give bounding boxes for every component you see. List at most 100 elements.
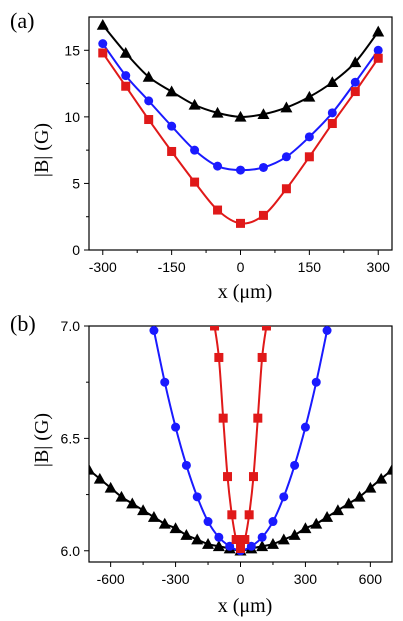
panel-a-series-square-point	[304, 152, 314, 162]
panel-b-series-circle-point	[290, 460, 300, 470]
panel-b-series-triangle-point	[375, 472, 388, 484]
panel-b-ytick-label: 7.0	[61, 318, 81, 334]
panel-b-series-square-point	[214, 352, 224, 362]
panel-b-ytick-label: 6.5	[61, 430, 81, 446]
panel-b-series-triangle-point	[321, 511, 334, 522]
panel-b-series-square-point	[244, 510, 254, 520]
panel-b-series-triangle-point	[202, 538, 215, 549]
panel-a-series-square-point	[236, 218, 245, 228]
panel-a-series-square-point	[327, 119, 337, 129]
panel-a-xtick-label: 0	[237, 259, 245, 275]
panel-a-series-circle-line	[101, 43, 380, 172]
panel-b-series-square-point	[236, 544, 245, 554]
panel-b-xtick-label: 300	[294, 571, 318, 587]
panel-b-series-triangle-point	[342, 497, 355, 509]
panel-a-series-circle-point	[281, 152, 291, 162]
panel-a-series-square-point	[167, 146, 177, 156]
panel-b-series-circle-point	[279, 492, 289, 502]
panel-b-plot: -600 -300 0 300 600 6.0 6.5 7.0	[61, 318, 393, 587]
panel-a-series-circle-point	[304, 132, 314, 142]
panel-b-series-triangle-point	[137, 504, 150, 516]
panel-a-series-square-point	[281, 184, 291, 194]
panel-b-frame	[88, 325, 393, 563]
panel-b-series-circle-point	[171, 422, 181, 432]
panel-b-series-square-point	[218, 413, 228, 423]
panel-a: (a) |B| (G) x (μm) -300 -150 0 150 300 0 5 10 15	[10, 8, 393, 303]
panel-a-series-square-point	[258, 210, 268, 220]
panel-a-series-circle-point	[190, 145, 200, 155]
panel-b-series-circle-point	[322, 326, 332, 335]
panel-a-series-circle-point	[167, 121, 177, 131]
panel-b-series-square-point	[210, 326, 220, 331]
panel-b-series-circle-point	[300, 422, 310, 432]
panel-b-xtick-label: 0	[237, 571, 245, 587]
panel-b-series-triangle-point	[180, 529, 193, 540]
panel-a-series-circle-point	[258, 162, 268, 172]
panel-b-series-square-point	[257, 352, 267, 362]
panel-b-series-circle-point	[257, 532, 267, 542]
panel-a-xlabel: x (μm)	[218, 281, 273, 303]
panel-b-series-square-point	[261, 326, 271, 331]
panel-b-series-triangle-point	[364, 481, 377, 493]
panel-b-series-triangle-point	[115, 490, 128, 502]
panel-b-series-triangle-point	[256, 540, 269, 552]
panel-b-xtick-label: -300	[162, 571, 190, 587]
panel-a-series-circle-point	[327, 108, 337, 118]
panel-a-plot: -300 -150 0 150 300 0 5 10 15	[64, 16, 393, 275]
panel-b-series-circle-point	[192, 492, 202, 502]
panel-b-series-triangle-point	[104, 481, 117, 493]
panel-b-xtick-label: 600	[359, 571, 383, 587]
panel-b-series-triangle-point	[277, 533, 290, 545]
panel-b-series-square-point	[231, 535, 241, 545]
panel-b-series-square-point	[227, 510, 237, 520]
panel-a-series-triangle-point	[257, 108, 270, 119]
panel-a-label: (a)	[10, 8, 34, 33]
panel-a-series-square-point	[373, 53, 383, 63]
panel-a-series-triangle-point	[234, 110, 247, 122]
panel-a-series-triangle-point	[349, 56, 362, 68]
panel-a-series-triangle-point	[211, 106, 224, 118]
panel-b-label: (b)	[10, 311, 36, 336]
panel-a-series-circle-point	[236, 165, 245, 175]
panel-a-series-group	[96, 18, 385, 228]
panel-a-ytick-label: 0	[72, 242, 80, 258]
panel-b-series-triangle-point	[191, 533, 204, 545]
panel-a-series-triangle-point	[188, 98, 201, 110]
panel-b-series-triangle-point	[169, 522, 182, 534]
panel-a-series-circle-point	[373, 45, 383, 55]
panel-b-series-square-point	[253, 413, 263, 423]
panel-b-series-circle-point	[214, 532, 224, 542]
panel-b-series-triangle-point	[288, 529, 301, 540]
panel-a-series-square-point	[121, 81, 131, 91]
panel-b-series-triangle-point	[266, 538, 279, 549]
panel-b-ylabel: |B| (G)	[31, 413, 53, 467]
panel-b-series-group	[89, 326, 392, 556]
panel-b-series-circle-point	[268, 517, 278, 527]
panel-b-series-triangle-point	[147, 511, 160, 522]
panel-b-series-circle-point	[203, 517, 213, 527]
panel-a-series-square-point	[190, 177, 200, 187]
panel-a-series-triangle-point	[303, 90, 316, 102]
panel-a-ylabel: |B| (G)	[31, 123, 53, 177]
panel-b-series-triangle-point	[331, 504, 344, 516]
panel-b-series-triangle-point	[299, 522, 312, 534]
panel-a-series-square-point	[213, 205, 223, 215]
panel-a-series-triangle-point	[280, 101, 293, 113]
panel-a-series-triangle-point	[326, 76, 339, 88]
panel-a-series-circle-point	[144, 96, 154, 106]
panel-a-series-triangle-point	[119, 46, 132, 58]
panel-b: (b) |B| (G) x (μm) -600 -300 0 300 600 6.0 6.5…	[10, 311, 393, 617]
panel-b-series-circle-point	[311, 377, 321, 387]
panel-b-xlabel: x (μm)	[218, 595, 273, 617]
panel-b-series-circle-line	[152, 330, 329, 552]
panel-a-xtick-label: 150	[298, 259, 322, 275]
panel-a-series-triangle-point	[165, 85, 178, 97]
panel-b-series-circle-point	[149, 326, 159, 335]
panel-a-series-circle-point	[350, 77, 360, 87]
panel-b-series-triangle-point	[89, 463, 95, 475]
panel-a-series-circle-point	[213, 161, 223, 171]
panel-a-ytick-label: 15	[64, 42, 80, 58]
panel-a-series-triangle-point	[142, 70, 155, 82]
panel-b-series-triangle-point	[310, 517, 323, 529]
panel-a-xtick-label: -300	[89, 259, 117, 275]
